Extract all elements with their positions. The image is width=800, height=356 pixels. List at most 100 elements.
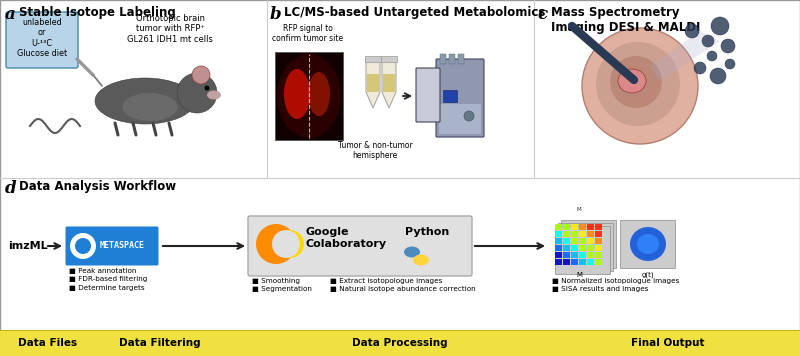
Bar [571, 245, 578, 251]
Bar [595, 238, 602, 244]
Text: Orthotopic brain
tumor with RFP⁺
GL261 IDH1 mt cells: Orthotopic brain tumor with RFP⁺ GL261 I… [127, 14, 213, 44]
FancyBboxPatch shape [66, 226, 158, 266]
Circle shape [282, 236, 298, 252]
Text: Data Processing: Data Processing [352, 338, 448, 348]
Bar [595, 259, 602, 265]
Ellipse shape [207, 90, 221, 99]
Bar [595, 224, 602, 230]
Bar [587, 231, 594, 237]
Bar [381, 56, 397, 62]
Text: c: c [537, 6, 547, 23]
Circle shape [710, 68, 726, 84]
Text: Mass Spectrometry
Imaging DESI & MALDI: Mass Spectrometry Imaging DESI & MALDI [551, 6, 700, 34]
Bar [595, 252, 602, 258]
Circle shape [685, 24, 699, 38]
Circle shape [702, 35, 714, 47]
Ellipse shape [618, 69, 646, 93]
Text: ■ Peak annotation
■ FDR-based filtering
■ Determine targets: ■ Peak annotation ■ FDR-based filtering … [69, 268, 147, 291]
Bar [439, 104, 481, 134]
Text: imzML: imzML [8, 241, 48, 251]
Polygon shape [383, 74, 395, 92]
Bar [0, 330, 800, 356]
Bar [571, 231, 578, 237]
Text: b: b [270, 6, 282, 23]
Circle shape [711, 17, 729, 35]
Bar [571, 259, 578, 265]
Circle shape [192, 66, 210, 84]
Polygon shape [650, 31, 720, 81]
Bar [579, 252, 586, 258]
FancyBboxPatch shape [620, 220, 675, 268]
Circle shape [464, 111, 474, 121]
Text: ■ Normalized isotopologue images
■ SISA results and images: ■ Normalized isotopologue images ■ SISA … [552, 278, 679, 293]
Polygon shape [382, 60, 396, 108]
Text: d: d [5, 180, 17, 197]
Circle shape [177, 73, 217, 113]
Ellipse shape [122, 93, 178, 121]
Polygon shape [367, 74, 379, 92]
Circle shape [205, 85, 210, 90]
Bar [275, 52, 343, 140]
Ellipse shape [284, 69, 310, 119]
Text: Final Output: Final Output [631, 338, 705, 348]
Bar [579, 231, 586, 237]
Circle shape [256, 224, 296, 264]
Polygon shape [366, 60, 380, 108]
Bar [555, 252, 562, 258]
Text: M: M [576, 272, 582, 278]
Text: ■ Smoothing
■ Segmentation: ■ Smoothing ■ Segmentation [252, 278, 312, 293]
Text: unlabeled
or
U-¹³C
Glucose diet: unlabeled or U-¹³C Glucose diet [17, 18, 67, 58]
Bar [555, 238, 562, 244]
Text: Data Files: Data Files [18, 338, 78, 348]
Bar [563, 259, 570, 265]
Bar [440, 54, 446, 64]
Text: Python: Python [405, 227, 450, 237]
FancyBboxPatch shape [248, 216, 472, 276]
Circle shape [582, 28, 698, 144]
Bar [587, 252, 594, 258]
Bar [587, 224, 594, 230]
Ellipse shape [413, 255, 429, 266]
FancyBboxPatch shape [416, 68, 440, 122]
Text: Stable Isotope Labeling: Stable Isotope Labeling [19, 6, 176, 19]
Bar [563, 224, 570, 230]
FancyBboxPatch shape [555, 226, 610, 274]
Bar [449, 54, 455, 64]
Bar [563, 238, 570, 244]
Text: Colaboratory: Colaboratory [306, 239, 387, 249]
Circle shape [276, 230, 304, 258]
Bar [595, 245, 602, 251]
Text: a: a [5, 6, 16, 23]
Ellipse shape [637, 234, 659, 254]
Text: Google: Google [306, 227, 350, 237]
Text: Data Analysis Workflow: Data Analysis Workflow [19, 180, 176, 193]
Circle shape [75, 238, 91, 254]
Bar [587, 259, 594, 265]
FancyBboxPatch shape [436, 59, 484, 137]
Bar [595, 231, 602, 237]
Bar [555, 259, 562, 265]
Circle shape [707, 51, 717, 61]
Ellipse shape [95, 78, 195, 124]
Ellipse shape [277, 54, 341, 138]
Text: g(t): g(t) [642, 272, 654, 278]
Text: Data Filtering: Data Filtering [119, 338, 201, 348]
Bar [579, 238, 586, 244]
Ellipse shape [308, 72, 330, 116]
Circle shape [70, 233, 96, 259]
Ellipse shape [404, 246, 420, 257]
Bar [579, 224, 586, 230]
Text: Tumor & non-tumor
hemisphere: Tumor & non-tumor hemisphere [338, 141, 412, 161]
Bar [555, 245, 562, 251]
Bar [555, 224, 562, 230]
Bar [555, 231, 562, 237]
Bar [571, 238, 578, 244]
Circle shape [725, 59, 735, 69]
Bar [571, 224, 578, 230]
Ellipse shape [630, 227, 666, 261]
Bar [563, 252, 570, 258]
FancyBboxPatch shape [558, 223, 613, 271]
Bar [458, 54, 464, 64]
Bar [579, 259, 586, 265]
Circle shape [721, 39, 735, 53]
